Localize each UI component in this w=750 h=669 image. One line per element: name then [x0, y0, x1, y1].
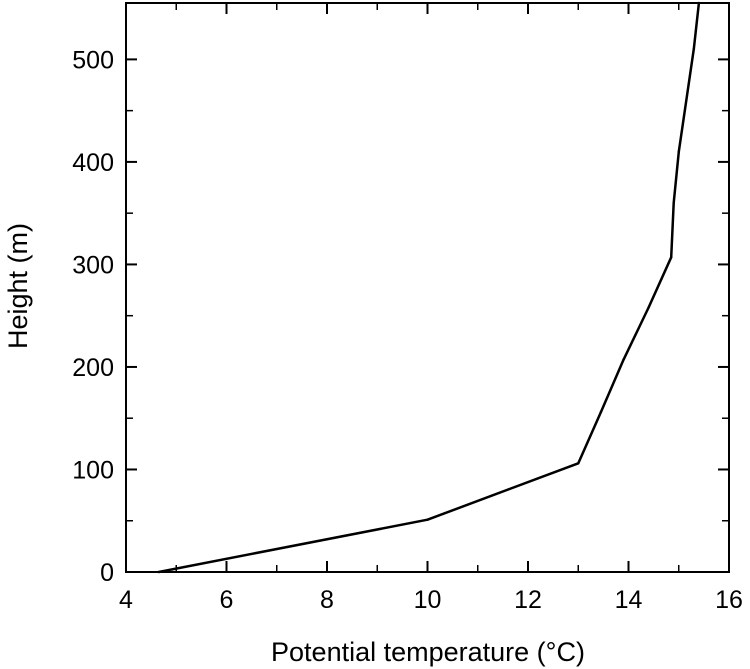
- data-point: [677, 150, 680, 153]
- y-tick-label: 400: [72, 149, 114, 177]
- y-tick-label: 300: [72, 251, 114, 279]
- y-tick-label: 100: [72, 456, 114, 484]
- x-tick-label: 12: [514, 586, 542, 614]
- data-point: [622, 358, 625, 361]
- data-point: [697, 1, 701, 5]
- data-point: [670, 256, 673, 259]
- x-tick-label: 14: [615, 586, 643, 614]
- y-tick-label: 500: [72, 46, 114, 74]
- data-point: [647, 306, 650, 309]
- data-point: [426, 518, 429, 521]
- x-tick-label: 16: [715, 586, 743, 614]
- axis-tick-labels: 4 6 8 10 12 14 16 0 100 200 300 400 500: [72, 46, 743, 614]
- plot-frame: [125, 2, 730, 573]
- x-tick-label: 4: [119, 586, 133, 614]
- data-point: [672, 201, 675, 205]
- series-line: [158, 2, 701, 574]
- x-tick-label: 10: [414, 586, 442, 614]
- data-point: [599, 410, 603, 414]
- series-layer: [157, 1, 701, 574]
- data-point: [692, 47, 696, 51]
- x-tick-label: 6: [220, 586, 234, 614]
- data-point: [157, 570, 160, 574]
- plot-border: [125, 2, 730, 573]
- x-axis-title: Potential temperature (°C): [271, 637, 585, 667]
- y-axis-title: Height (m): [3, 223, 33, 349]
- data-point: [577, 462, 580, 465]
- y-tick-label: 200: [72, 354, 114, 382]
- x-tick-label: 8: [320, 586, 334, 614]
- y-tick-label: 0: [100, 559, 114, 587]
- axis-ticks: [125, 3, 730, 573]
